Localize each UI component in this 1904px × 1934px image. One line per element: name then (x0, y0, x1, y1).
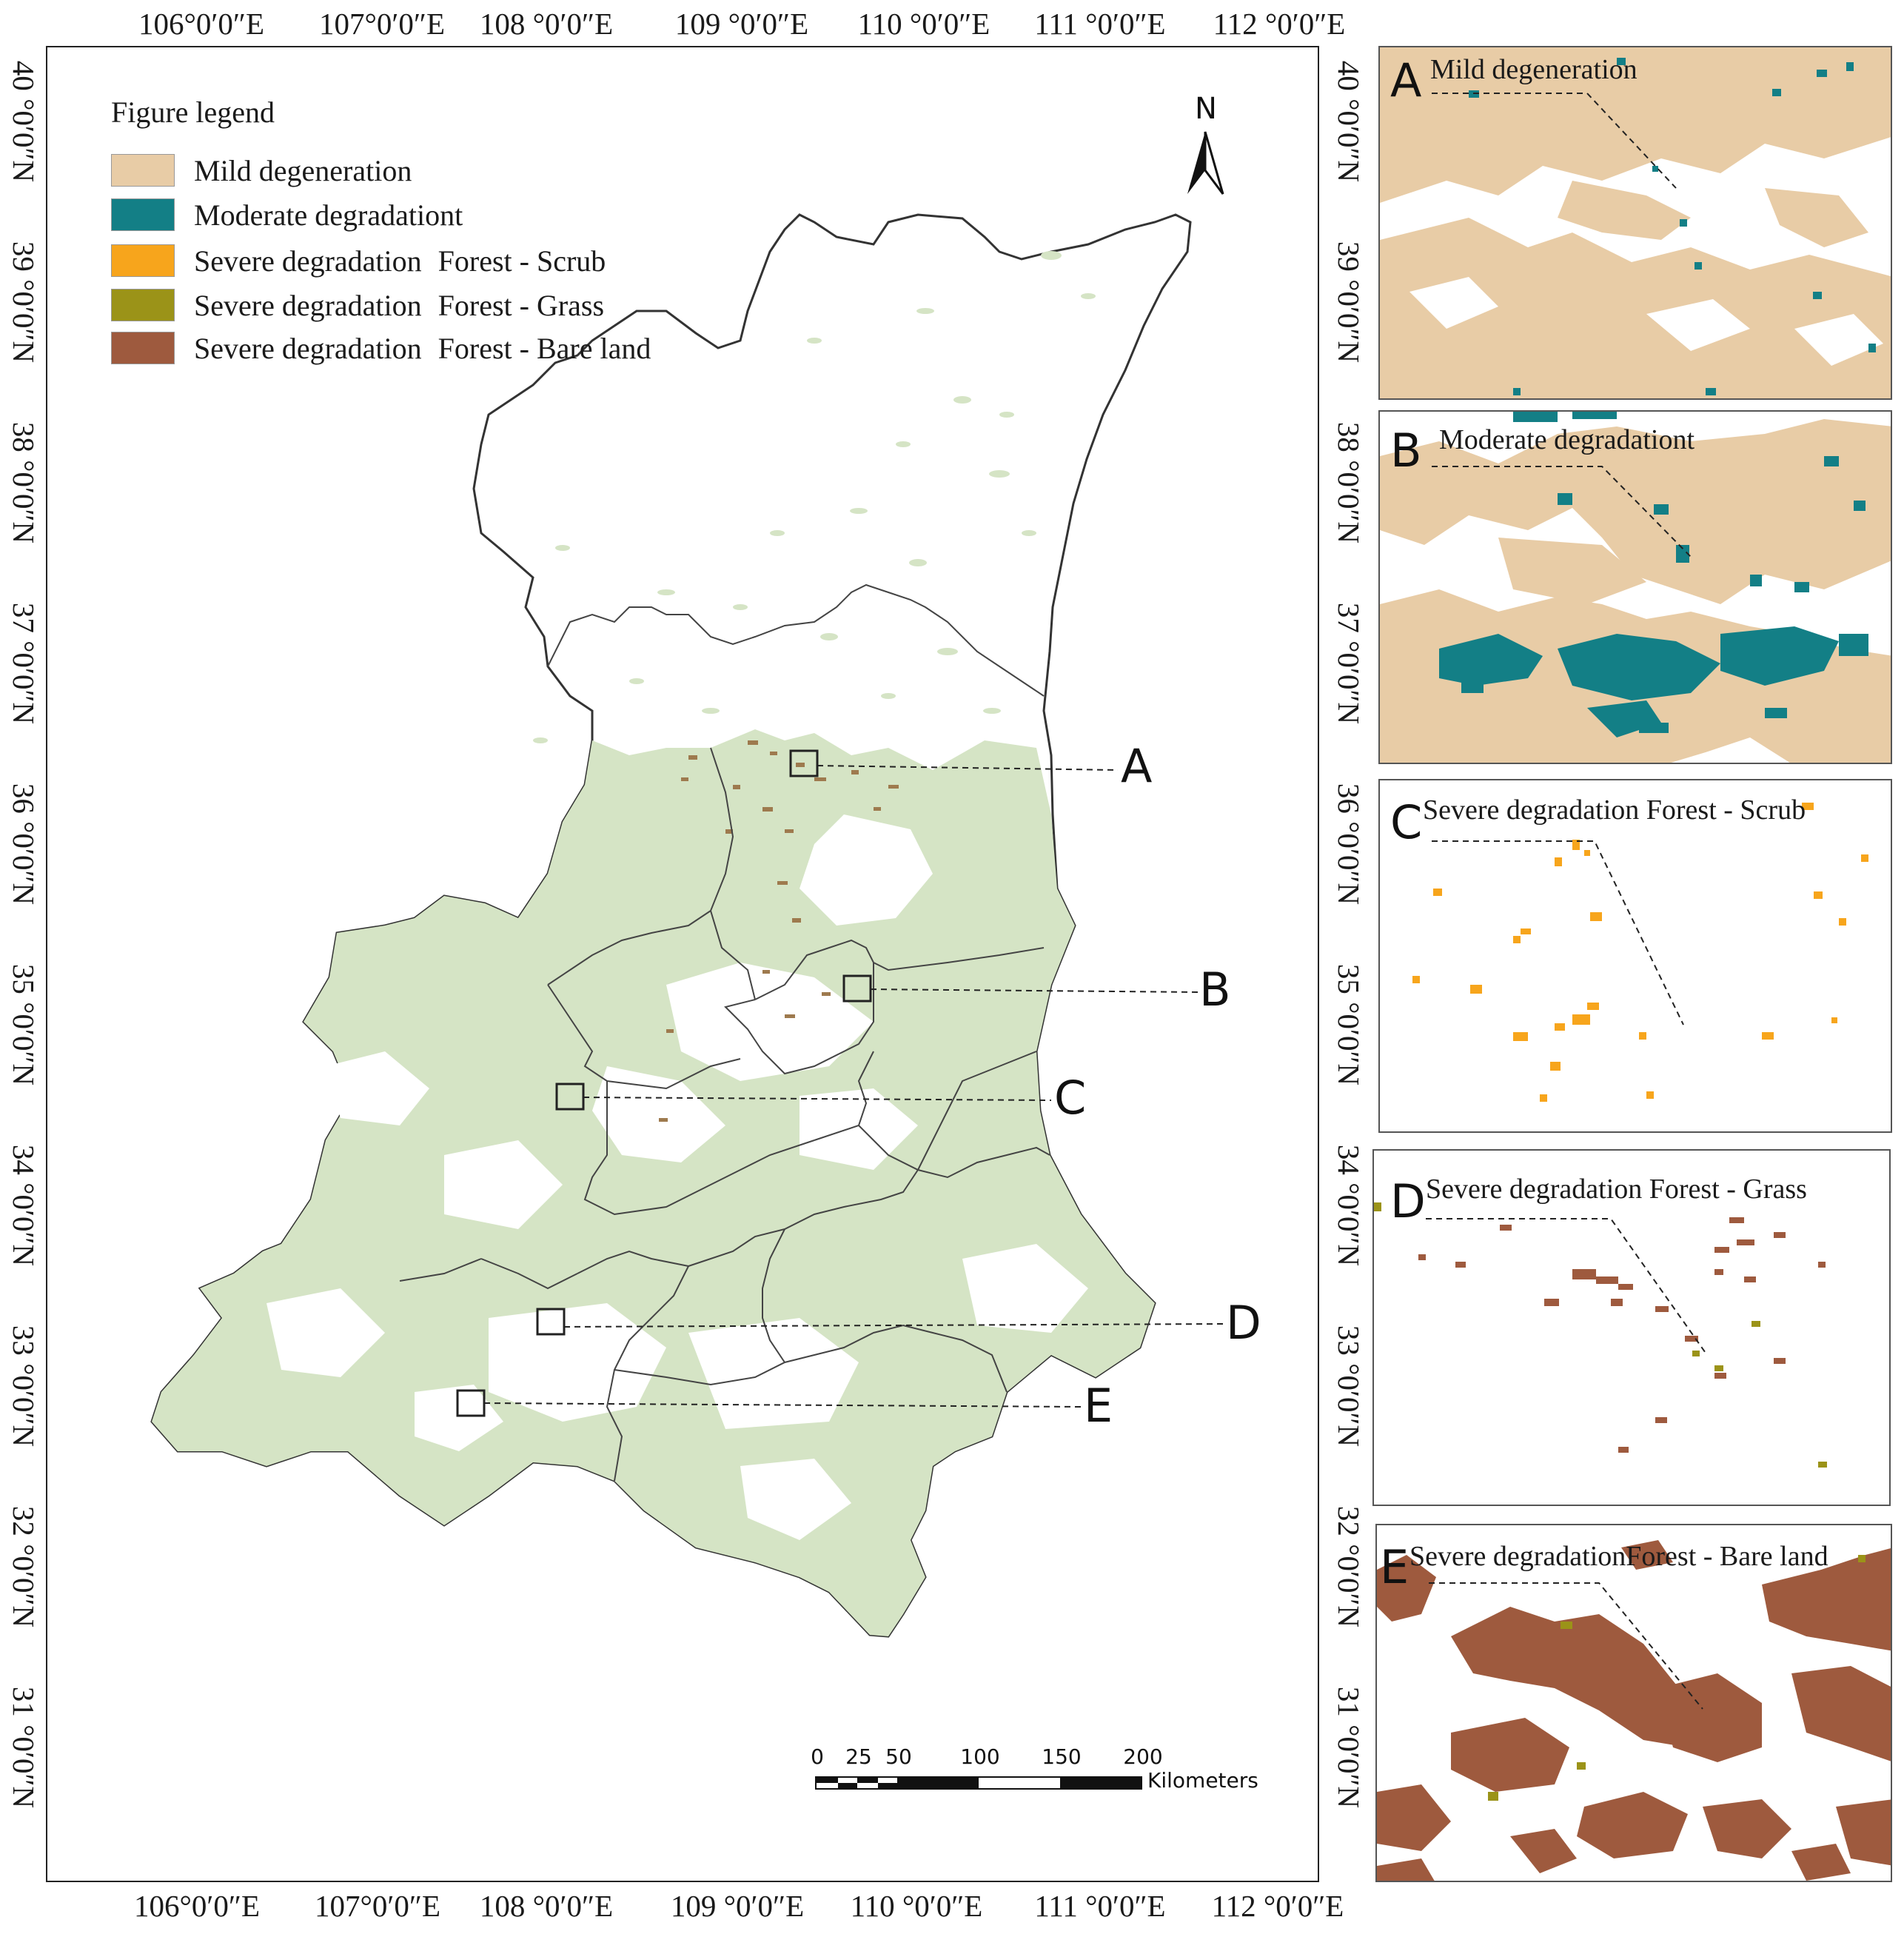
lon-label: 112 °0′0″E (1211, 1889, 1344, 1923)
panel-d-title: Severe degradation Forest - Grass (1426, 1174, 1807, 1205)
panel-d: D Severe degradation Forest - Grass (1372, 1149, 1891, 1506)
panel-b-letter: B (1390, 424, 1422, 478)
callout-b: B (1199, 963, 1231, 1017)
panel-a: A Mild degeneration (1378, 46, 1892, 400)
panel-e-title: Severe degradationForest - Bare land (1409, 1541, 1828, 1572)
panel-a-title: Mild degeneration (1430, 54, 1637, 85)
box-a (789, 749, 819, 777)
non-forest-clearings (267, 814, 1088, 1540)
panel-b-title: Moderate degradationt (1439, 424, 1695, 455)
callout-leaders (483, 765, 1224, 1408)
panel-e-raster (1377, 1525, 1891, 1881)
callout-c: C (1054, 1071, 1087, 1125)
lon-label: 106°0′0″E (134, 1889, 260, 1923)
panel-b: B Moderate degradationt (1378, 410, 1892, 764)
lon-label: 109 °0′0″E (670, 1889, 805, 1923)
panel-c-raster (1380, 780, 1891, 1131)
legend-item: Severe degradation Forest - Bare land (111, 330, 651, 366)
map-frame (46, 46, 1319, 1882)
scale-tick-label: 25 (845, 1744, 872, 1769)
legend-swatch (111, 198, 175, 231)
lon-label: 109 °0′0″E (674, 7, 809, 41)
lat-label: 31 °0′0″N (1332, 1686, 1366, 1809)
panel-e-letter: E (1380, 1540, 1409, 1594)
panel-a-raster (1380, 47, 1891, 398)
box-b (842, 974, 872, 1003)
panel-c-title: Severe degradation Forest - Scrub (1423, 794, 1806, 826)
legend-sublabel: Forest - Grass (438, 288, 605, 322)
lat-label: 37 °0′0″N (1332, 602, 1366, 725)
legend-label: Mild degeneration (194, 153, 412, 187)
callout-a: A (1121, 739, 1153, 793)
lat-label: 39 °0′0″N (1332, 241, 1366, 364)
internal-boundaries (399, 583, 1050, 1482)
legend-label: Moderate degradationt (194, 198, 463, 232)
lon-label: 107°0′0″E (319, 7, 445, 41)
callout-d: D (1226, 1296, 1261, 1350)
lon-label: 110 °0′0″E (850, 1889, 983, 1923)
legend-swatch (111, 332, 175, 364)
legend-item: Mild degeneration (111, 153, 412, 188)
lat-label: 38 °0′0″N (1332, 421, 1366, 544)
lon-label: 107°0′0″E (315, 1889, 440, 1923)
lat-label: 34 °0′0″N (1332, 1144, 1366, 1267)
legend-sublabel: Forest - Scrub (438, 244, 606, 278)
lat-label: 36 °0′0″N (1332, 783, 1366, 906)
scale-tick-label: 100 (960, 1744, 1000, 1769)
lon-label: 108 °0′0″E (479, 1889, 614, 1923)
forest-cover-area (152, 729, 1155, 1636)
box-d (536, 1308, 566, 1336)
panel-a-letter: A (1390, 53, 1422, 107)
legend-sublabel: Forest - Bare land (438, 331, 651, 365)
province-map (150, 131, 1224, 1790)
lon-label: 112 °0′0″E (1213, 7, 1346, 41)
legend-item: Severe degradation Forest - Scrub (111, 243, 606, 278)
bare-land-speckles (659, 740, 899, 1122)
legend-swatch (111, 154, 175, 187)
callout-e: E (1084, 1379, 1113, 1433)
panel-c: C Severe degradation Forest - Scrub (1378, 779, 1892, 1133)
legend-label: Severe degradation (194, 331, 422, 365)
scale-tick-label: 0 (811, 1744, 824, 1769)
lon-label: 110 °0′0″E (857, 7, 990, 41)
scale-tick-label: 200 (1123, 1744, 1163, 1769)
lat-label: 40 °0′0″N (1332, 60, 1366, 183)
scale-unit: Kilometers (1147, 1768, 1258, 1793)
legend-swatch (111, 289, 175, 321)
north-arrow-icon (1187, 131, 1224, 195)
lon-label: 111 °0′0″E (1034, 7, 1166, 41)
legend-swatch (111, 244, 175, 277)
legend-item: Severe degradation Forest - Grass (111, 287, 604, 323)
legend-item: Moderate degradationt (111, 197, 463, 232)
legend-label: Severe degradation (194, 244, 422, 278)
panel-d-raster (1374, 1151, 1889, 1505)
lat-label: 35 °0′0″N (1332, 963, 1366, 1086)
northern-forest-patches (533, 251, 1096, 743)
legend-label: Severe degradation (194, 288, 422, 322)
panel-e: E Severe degradationForest - Bare land (1375, 1524, 1892, 1882)
north-label: N (1195, 92, 1217, 126)
lat-label: 32 °0′0″N (1332, 1505, 1366, 1628)
scale-tick-label: 150 (1042, 1744, 1082, 1769)
lat-label: 33 °0′0″N (1332, 1325, 1366, 1448)
legend-title: Figure legend (111, 96, 275, 129)
scale-bar (815, 1776, 1142, 1790)
panel-d-letter: D (1390, 1174, 1426, 1228)
lon-label: 111 °0′0″E (1034, 1889, 1166, 1923)
lon-label: 108 °0′0″E (479, 7, 614, 41)
panel-c-letter: C (1390, 795, 1423, 849)
box-c (555, 1083, 585, 1111)
lon-label: 106°0′0″E (138, 7, 264, 41)
panel-b-raster (1380, 412, 1891, 763)
scale-tick-label: 50 (885, 1744, 912, 1769)
